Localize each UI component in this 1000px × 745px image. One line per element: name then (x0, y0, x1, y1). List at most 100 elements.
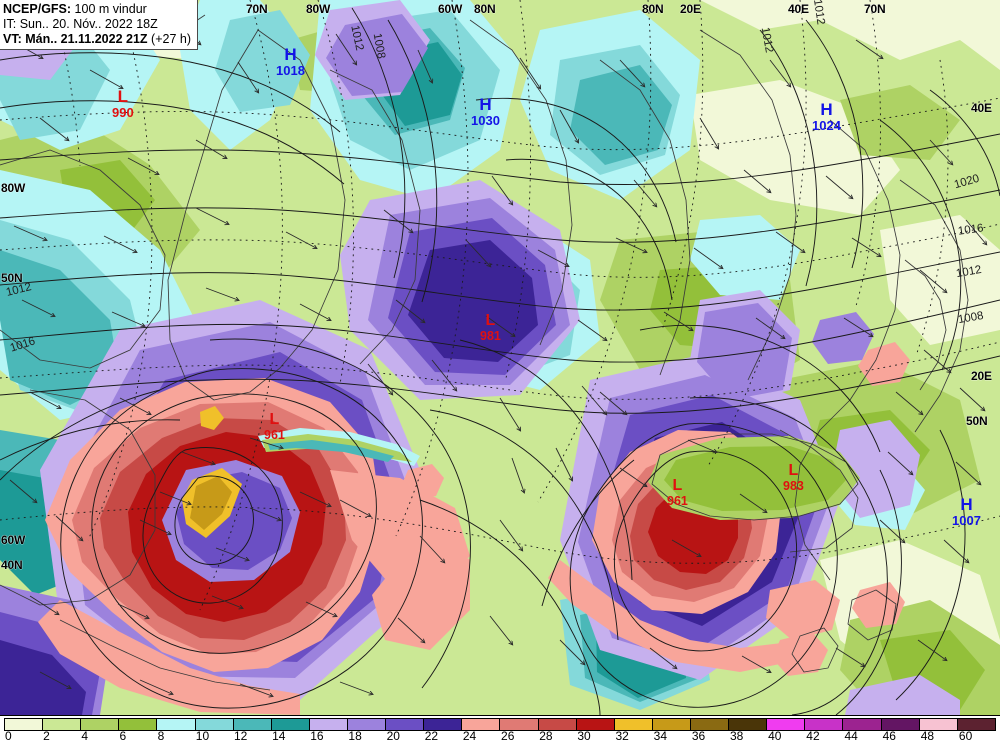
legend-tick-20: 20 (386, 729, 424, 745)
info-line-valid: VT: Mán.. 21.11.2022 21Z (+27 h) (3, 32, 191, 47)
legend-tick-label: 34 (653, 729, 668, 743)
legend-tick-48: 48 (920, 730, 958, 745)
graticule-label-80n-top-left: 80N (474, 2, 496, 16)
legend-swatch-16 (309, 719, 348, 730)
legend-swatch-36 (690, 719, 730, 730)
pressure-value: 1007 (952, 513, 981, 528)
legend-swatch-20 (386, 719, 425, 730)
legend-tick-label: 16 (310, 729, 324, 743)
legend-tick-label: 28 (539, 729, 553, 743)
info-line-init: IT: Sun.. 20. Nóv.. 2022 18Z (3, 17, 191, 32)
legend-swatch-14 (271, 719, 310, 730)
legend-tick-label: 8 (157, 729, 165, 743)
graticule-label-80w-left: 80W (1, 181, 26, 195)
legend-swatch-40 (767, 719, 806, 730)
legend-swatch-8 (157, 719, 196, 730)
color-scale-swatches (4, 718, 996, 731)
legend-tick-label: 4 (81, 729, 88, 743)
legend-tick-24: 24 (462, 730, 500, 745)
graticule-label-20e-right: 20E (971, 369, 992, 383)
pressure-value: 1024 (812, 118, 841, 133)
legend-tick-42: 42 (805, 729, 843, 745)
graticule-label-20e-top: 20E (680, 2, 701, 16)
legend-tick-label: 44 (844, 729, 858, 743)
pressure-symbol: H (479, 95, 492, 114)
legend-tick-label: 36 (691, 729, 706, 743)
legend-tick-label: 26 (501, 729, 515, 743)
legend-swatch-4 (81, 719, 120, 730)
legend-tick-0: 0 (4, 729, 42, 745)
legend-tick-label: 42 (806, 729, 820, 743)
legend-swatch-38 (729, 719, 768, 730)
pressure-value: 981 (480, 329, 501, 343)
graticule-label-80n-top-right: 80N (642, 2, 664, 16)
weather-map-canvas[interactable]: L 990 H 1018 H 1030 H 1024 L 981 L 961 L… (0, 0, 1000, 715)
legend-tick-label: 22 (424, 729, 439, 743)
pressure-symbol: H (960, 495, 973, 514)
legend-swatch-22 (424, 719, 463, 730)
pressure-center-high-1007: H 1007 (952, 496, 981, 527)
legend-tick-18: 18 (347, 729, 385, 745)
legend-tick-16: 16 (309, 729, 347, 745)
legend-tick-14: 14 (271, 729, 309, 745)
color-scale-legend: 0 2 4 6 8 10 12 14 16 18 20 22 24 26 28 30 32 34 36 38 40 42 4… (0, 715, 1000, 745)
legend-tick-8: 8 (157, 729, 195, 745)
pressure-value: 983 (783, 479, 804, 493)
pressure-symbol: H (820, 100, 833, 119)
pressure-center-low-990: L 990 (112, 88, 134, 119)
color-scale-tick-labels: 0 2 4 6 8 10 12 14 16 18 20 22 24 26 28 30 32 34 36 38 40 42 4… (4, 729, 996, 745)
legend-swatch-18 (347, 719, 387, 730)
legend-tick-4: 4 (80, 729, 118, 745)
legend-tick-30: 30 (576, 730, 614, 745)
graticule-label-50n-left: 50N (1, 271, 23, 285)
legend-swatch-2 (43, 719, 82, 730)
legend-tick-26: 26 (500, 729, 538, 745)
legend-tick-40: 40 (767, 730, 805, 745)
pressure-center-low-961-west: L 961 (264, 412, 285, 442)
legend-tick-label: 20 (386, 729, 400, 743)
legend-tick-10: 10 (195, 730, 233, 745)
legend-tick-label: 2 (43, 729, 50, 743)
info-line-model: NCEP/GFS: 100 m vindur (3, 2, 191, 17)
legend-tick-36: 36 (691, 729, 729, 745)
graticule-label-80w-top: 80W (306, 2, 331, 16)
legend-tick-label: 6 (119, 729, 127, 743)
legend-tick-label: 18 (348, 729, 362, 743)
model-label: NCEP/GFS: (3, 2, 72, 16)
legend-tick-label: 60 (958, 729, 973, 743)
legend-tick-60: 60 (958, 729, 996, 745)
map-render-svg (0, 0, 1000, 715)
legend-tick-label: 12 (233, 729, 248, 743)
legend-swatch-44 (843, 719, 882, 730)
pressure-symbol: H (284, 45, 297, 64)
legend-swatch-12 (233, 719, 272, 730)
lead-time: (+27 h) (151, 31, 191, 46)
legend-swatch-10 (195, 719, 234, 730)
graticule-label-40e-top: 40E (788, 2, 809, 16)
graticule-label-70n-top-left: 70N (246, 2, 268, 16)
legend-swatch-26 (500, 719, 539, 730)
legend-tick-22: 22 (424, 729, 462, 745)
graticule-label-50n-right: 50N (966, 414, 988, 428)
legend-swatch-42 (805, 719, 844, 730)
legend-tick-label: 14 (272, 729, 286, 743)
legend-swatch-32 (614, 719, 653, 730)
legend-tick-38: 38 (729, 730, 767, 745)
legend-tick-32: 32 (615, 729, 653, 745)
pressure-center-low-983: L 983 (783, 463, 804, 493)
graticule-label-40n-left: 40N (1, 558, 23, 572)
legend-tick-44: 44 (843, 729, 881, 745)
graticule-label-40e-right: 40E (971, 101, 992, 115)
legend-tick-label: 32 (615, 729, 629, 743)
legend-swatch-28 (538, 719, 577, 730)
pressure-value: 1018 (276, 63, 305, 78)
init-time: Sun.. 20. Nóv.. 2022 18Z (19, 16, 158, 31)
legend-tick-2: 2 (42, 729, 80, 745)
pressure-center-high-1030: H 1030 (471, 96, 500, 127)
legend-swatch-6 (119, 719, 158, 730)
valid-prefix: VT: (3, 31, 22, 46)
legend-tick-label: 0 (5, 729, 12, 743)
graticule-label-60w-top: 60W (438, 2, 463, 16)
pressure-symbol: L (788, 462, 799, 479)
